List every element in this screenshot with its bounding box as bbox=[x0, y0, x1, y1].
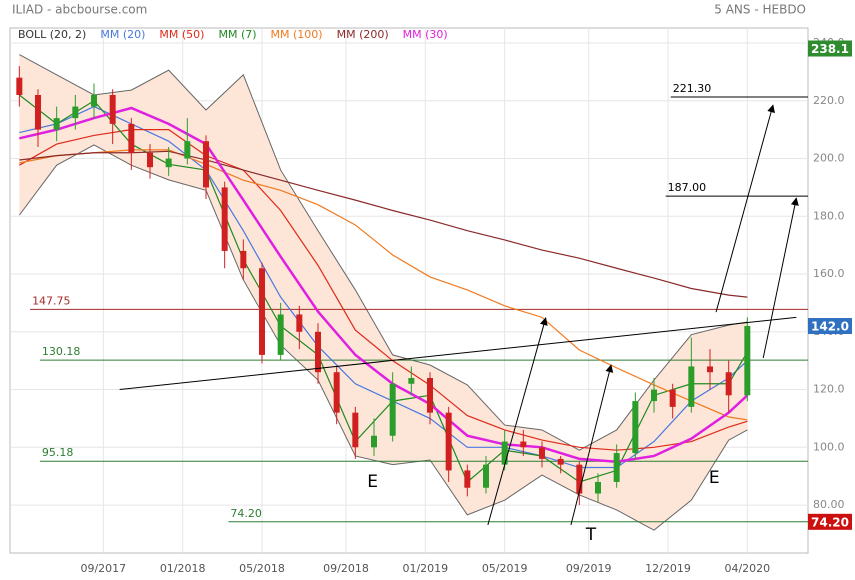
candle-body bbox=[632, 401, 639, 454]
candle-body bbox=[203, 141, 209, 188]
x-tick-label: 05/2019 bbox=[482, 562, 528, 575]
annotation: E bbox=[367, 472, 378, 492]
y-tick-label: 160.0 bbox=[813, 267, 845, 280]
candle-body bbox=[464, 470, 471, 488]
legend-entry: MM (50) bbox=[159, 28, 204, 41]
legend-entry: MM (30) bbox=[403, 28, 448, 41]
candle-body bbox=[389, 383, 396, 436]
candle-body bbox=[744, 326, 751, 396]
candle-body bbox=[147, 152, 153, 168]
level-label: 74.20 bbox=[230, 507, 262, 520]
annotation: T bbox=[585, 525, 597, 545]
price-tag bbox=[808, 513, 852, 530]
candle-body bbox=[184, 141, 191, 159]
arrow bbox=[715, 104, 775, 313]
price-tag-label: 238.1 bbox=[811, 42, 849, 56]
candle-body bbox=[109, 94, 116, 124]
moving-average bbox=[19, 149, 748, 421]
candle-body bbox=[651, 389, 657, 402]
y-tick-label: 200.0 bbox=[813, 152, 845, 165]
x-tick-label: 04/2020 bbox=[724, 562, 770, 575]
arrow bbox=[570, 364, 614, 526]
level-label: 187.00 bbox=[668, 181, 707, 194]
candle-body bbox=[128, 123, 135, 153]
legend-entry: MM (7) bbox=[218, 28, 256, 41]
x-tick-label: 09/2018 bbox=[323, 562, 369, 575]
candle-body bbox=[333, 372, 340, 413]
price-tag-label: 142.0 bbox=[811, 320, 849, 334]
candle-body bbox=[483, 464, 489, 488]
arrow bbox=[487, 317, 548, 526]
candle-body bbox=[669, 389, 676, 407]
candle-body bbox=[725, 372, 732, 396]
candle-body bbox=[352, 412, 359, 448]
price-tag bbox=[808, 318, 852, 335]
candle-body bbox=[408, 378, 415, 384]
bollinger-band bbox=[19, 54, 748, 531]
candle-body bbox=[539, 447, 545, 459]
x-tick-label: 01/2019 bbox=[402, 562, 448, 575]
candle-body bbox=[557, 458, 564, 465]
level-label: 95.18 bbox=[42, 446, 74, 459]
y-tick-label: 180.0 bbox=[813, 209, 845, 222]
y-tick-label: 100.0 bbox=[813, 440, 845, 453]
candle-body bbox=[91, 94, 97, 107]
level-label: 147.75 bbox=[32, 294, 71, 307]
price-tag-label: 74.20 bbox=[811, 515, 849, 529]
candle-body bbox=[277, 314, 284, 355]
x-tick-label: 05/2018 bbox=[239, 562, 285, 575]
candle-body bbox=[296, 314, 303, 332]
y-tick-label: 120.0 bbox=[813, 383, 845, 396]
level-label: 221.30 bbox=[673, 82, 712, 95]
candle-body bbox=[221, 187, 228, 251]
candle-body bbox=[53, 118, 60, 130]
x-tick-label: 01/2018 bbox=[160, 562, 206, 575]
source: ILIAD - abcbourse.com bbox=[12, 3, 147, 17]
legend-entry: MM (100) bbox=[271, 28, 323, 41]
moving-average bbox=[19, 150, 748, 298]
bollinger-upper bbox=[19, 54, 748, 451]
candle-body bbox=[445, 412, 452, 471]
candle-body bbox=[259, 268, 265, 355]
candle-body bbox=[613, 453, 620, 482]
candle-body bbox=[35, 94, 41, 130]
candle-body bbox=[501, 441, 508, 465]
candle-body bbox=[576, 464, 583, 494]
trend-line bbox=[119, 316, 797, 391]
annotation: E bbox=[709, 468, 720, 488]
candle-body bbox=[707, 366, 713, 373]
period: 5 ANS - HEBDO bbox=[714, 3, 806, 17]
candle-body bbox=[16, 77, 23, 95]
y-tick-label: 80.00 bbox=[813, 498, 845, 511]
bollinger-lower bbox=[18, 144, 748, 531]
price-tag bbox=[808, 40, 852, 57]
x-tick-label: 12/2019 bbox=[645, 562, 691, 575]
legend-entry: MM (20) bbox=[100, 28, 145, 41]
legend-entry: BOLL (20, 2) bbox=[18, 28, 86, 41]
candle-body bbox=[315, 331, 321, 373]
candle-body bbox=[427, 378, 433, 413]
legend-entry: MM (200) bbox=[337, 28, 389, 41]
candle-body bbox=[371, 435, 377, 448]
x-tick-label: 09/2017 bbox=[80, 562, 126, 575]
arrow bbox=[762, 197, 799, 359]
candle-body bbox=[72, 106, 79, 119]
y-tick-label: 220.0 bbox=[813, 94, 845, 107]
x-tick-label: 09/2019 bbox=[566, 562, 612, 575]
candle-body bbox=[240, 250, 247, 269]
candle-body bbox=[595, 481, 601, 494]
candle-body bbox=[520, 441, 527, 448]
candle-body bbox=[165, 158, 172, 168]
level-label: 130.18 bbox=[42, 345, 81, 358]
candle-body bbox=[688, 366, 695, 407]
